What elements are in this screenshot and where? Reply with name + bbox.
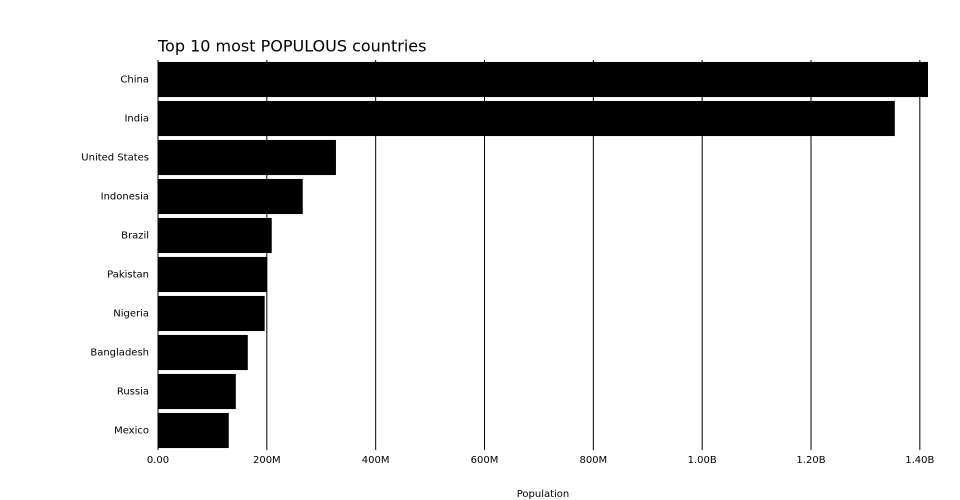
x-tick-label: 1.40B: [905, 455, 934, 466]
bar: [158, 295, 265, 332]
y-tick-label: Brazil: [121, 231, 149, 242]
bar: [158, 373, 236, 410]
x-tick-label: 1.20B: [796, 455, 825, 466]
y-tick-label: Indonesia: [101, 192, 149, 203]
x-tick-label: 400M: [362, 455, 390, 466]
y-tick-label: Mexico: [114, 426, 149, 437]
bar: [158, 100, 895, 137]
x-tick-label: 1.00B: [688, 455, 717, 466]
x-tick-label: 0.00: [147, 455, 169, 466]
bar: [158, 334, 248, 371]
y-tick-label: Russia: [117, 387, 149, 398]
y-tick-label: Bangladesh: [90, 348, 149, 359]
x-tick-label: 200M: [253, 455, 281, 466]
bar: [158, 412, 229, 449]
bar: [158, 139, 336, 176]
x-axis-label: Population: [517, 489, 570, 500]
y-tick-label: Nigeria: [113, 309, 149, 320]
x-tick-label: 800M: [579, 455, 607, 466]
y-tick-label: China: [120, 75, 149, 86]
x-tick-label: 600M: [471, 455, 499, 466]
bar: [158, 178, 303, 215]
y-tick-label: United States: [81, 153, 149, 164]
y-tick-label: India: [124, 114, 149, 125]
chart-title: Top 10 most POPULOUS countries: [157, 37, 426, 56]
bar: [158, 256, 267, 293]
bar: [158, 61, 928, 98]
bar: [158, 217, 272, 254]
y-tick-label: Pakistan: [107, 270, 149, 281]
